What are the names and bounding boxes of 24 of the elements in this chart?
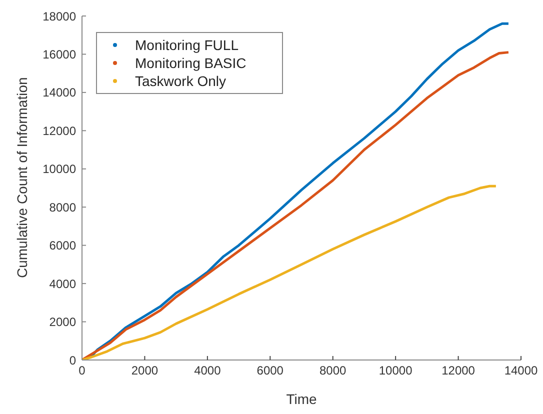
y-tick-label: 4000 (49, 276, 76, 291)
y-tick-label: 0 (69, 353, 76, 368)
y-tick-label: 14000 (42, 86, 76, 100)
x-axis-title: Time (286, 391, 318, 407)
y-tick-label: 16000 (42, 47, 76, 62)
line-series (82, 184, 498, 360)
x-tick-label: 4000 (194, 364, 222, 378)
x-tick-label: 2000 (131, 364, 158, 378)
x-tick-label: 6000 (256, 364, 284, 378)
y-tick-label: 10000 (42, 162, 76, 176)
y-tick-label: 12000 (42, 124, 76, 138)
x-tick-label: 0 (78, 364, 86, 378)
x-tick-label: 14000 (504, 364, 538, 378)
y-tick-label: 8000 (49, 200, 76, 214)
y-tick-label: 18000 (42, 9, 76, 24)
x-tick-label: 8000 (320, 364, 347, 378)
x-tick-label: 12000 (442, 364, 476, 378)
y-tick-label: 2000 (49, 315, 76, 330)
y-axis-title: Cumulative Count of Information (14, 77, 30, 278)
legend-label: Taskwork Only (135, 72, 226, 90)
legend-label: Monitoring FULL (135, 36, 238, 54)
legend-label: Monitoring BASIC (135, 54, 246, 72)
y-tick-label: 6000 (49, 238, 76, 253)
x-tick-label: 10000 (378, 364, 413, 378)
